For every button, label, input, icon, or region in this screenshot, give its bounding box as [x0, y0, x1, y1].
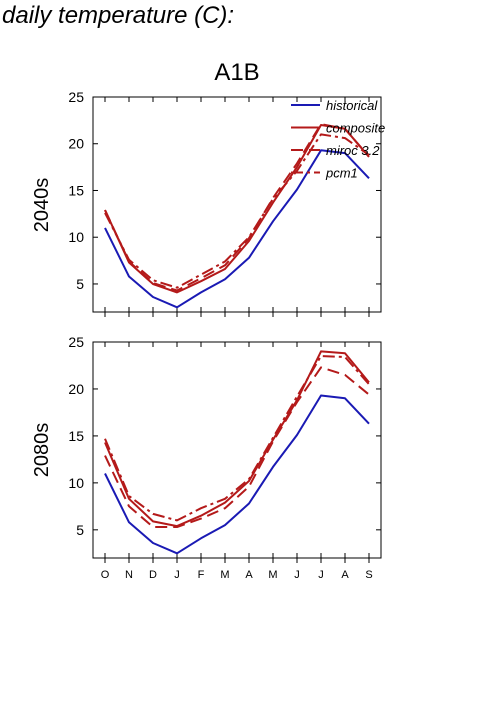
series-line-historical	[104, 149, 370, 309]
y-tick-label: 20	[68, 136, 84, 152]
chart-panel-1: A1B 2040s 5 10 15 20 25 historical composite miro…	[31, 59, 385, 317]
series-line-composite	[104, 350, 370, 528]
legend: historical composite miroc 3.2 pcm1	[291, 98, 385, 181]
y-tick-label: 25	[68, 334, 84, 350]
y-tick-label: 15	[68, 182, 84, 198]
legend-label: miroc 3.2	[326, 143, 380, 158]
series-line-miroc-3-2	[104, 123, 370, 292]
y-axis-label: 2080s	[31, 423, 53, 478]
x-tick-label: A	[341, 569, 349, 581]
y-tick-label: 25	[68, 89, 84, 105]
y-tick-label: 10	[68, 475, 84, 491]
plot-frame	[92, 341, 382, 559]
chart-panel-2: 2080s 5 10 15 20 25 O N D J F M A M J J A S	[31, 334, 382, 581]
x-tick-label: S	[365, 569, 372, 581]
y-tick-label: 10	[68, 229, 84, 245]
plot-frame	[92, 96, 382, 313]
y-tick-label: 15	[68, 428, 84, 444]
y-tick-label: 20	[68, 381, 84, 397]
y-tick-label: 5	[76, 522, 84, 538]
legend-label: composite	[326, 121, 385, 136]
series-line-miroc-3-2	[104, 366, 370, 528]
legend-label: historical	[326, 98, 378, 113]
x-tick-label: M	[268, 569, 277, 581]
x-tick-label: O	[101, 569, 110, 581]
x-tick-label: F	[198, 569, 205, 581]
series-line-pcm1	[104, 133, 370, 289]
x-tick-label: N	[125, 569, 133, 581]
series-line-historical	[104, 394, 370, 555]
panel-title: A1B	[214, 59, 259, 86]
y-axis-label: 2040s	[31, 178, 53, 233]
x-tick-label: J	[294, 569, 300, 581]
x-tick-label: M	[220, 569, 229, 581]
figure-title: daily temperature (C):	[2, 2, 235, 29]
x-tick-label: D	[149, 569, 157, 581]
series-line-pcm1	[104, 355, 370, 522]
x-tick-label: A	[245, 569, 253, 581]
y-tick-label: 5	[76, 276, 84, 292]
x-tick-label: J	[174, 569, 180, 581]
legend-label: pcm1	[325, 166, 358, 181]
x-tick-label: J	[318, 569, 324, 581]
